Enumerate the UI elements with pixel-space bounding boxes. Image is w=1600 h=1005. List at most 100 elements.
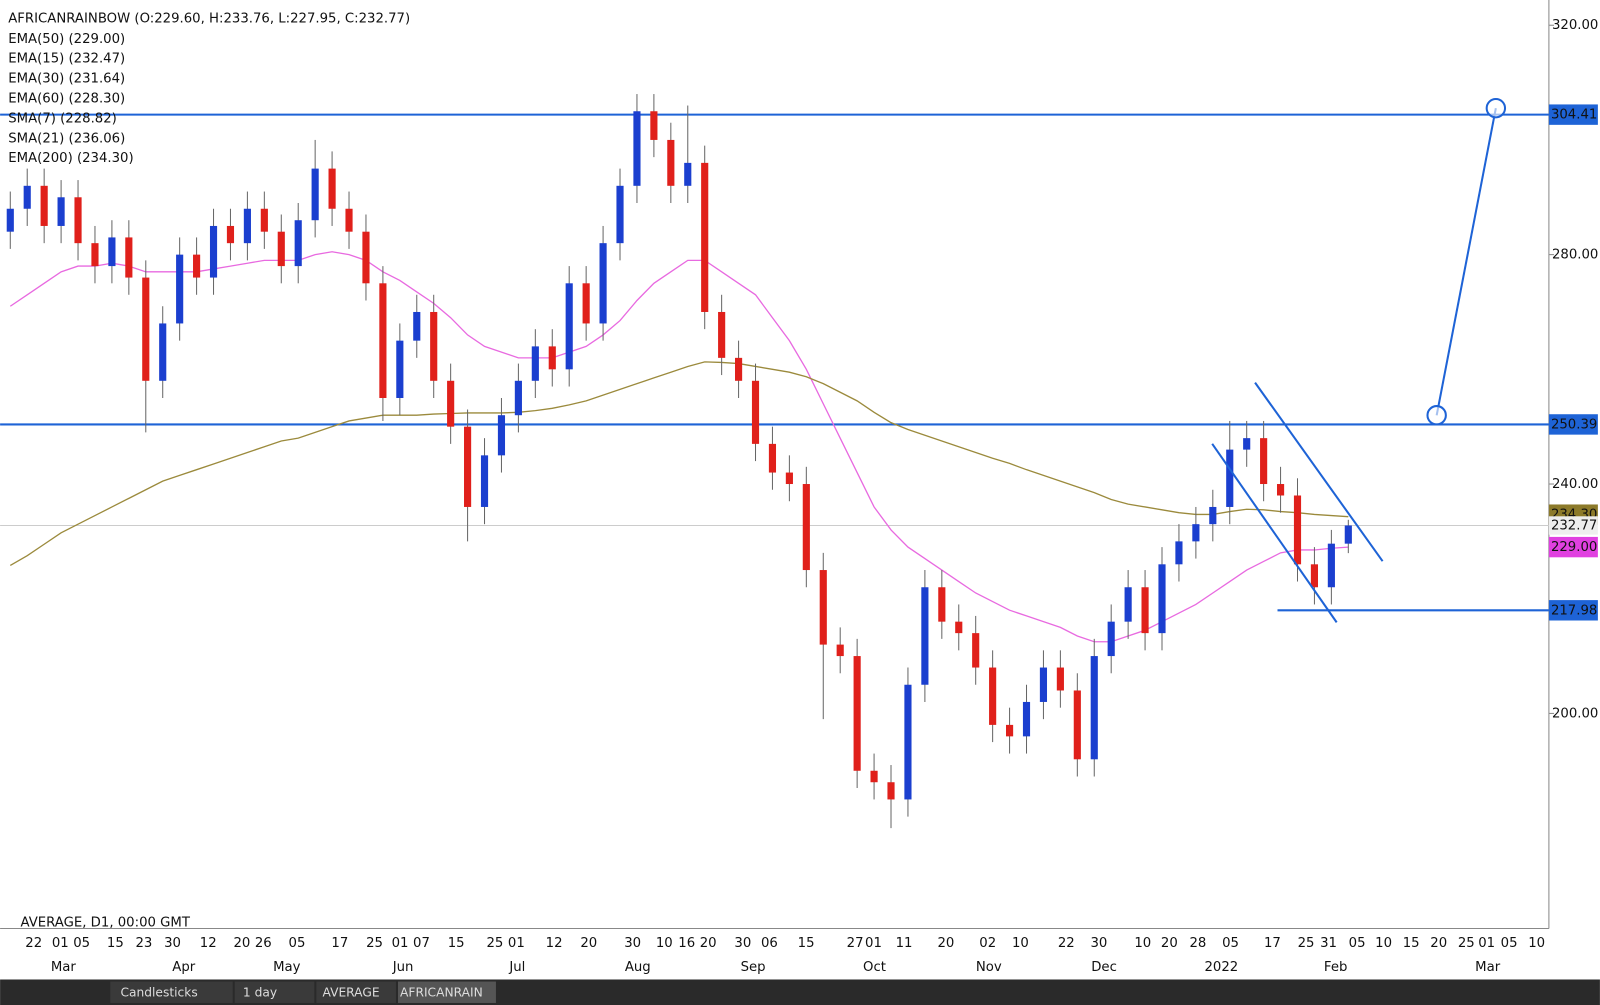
candle-body bbox=[1310, 564, 1319, 588]
candle-body bbox=[735, 357, 743, 381]
x-month-label: Dec bbox=[1091, 960, 1117, 975]
candle-body bbox=[1226, 449, 1234, 507]
level-tag bbox=[1548, 414, 1598, 435]
x-month-label: Mar bbox=[51, 960, 77, 975]
x-tick-label: 31 bbox=[1320, 936, 1337, 951]
level-label: 217.98 bbox=[1551, 603, 1597, 618]
x-tick-label: 30 bbox=[734, 936, 751, 951]
interval-select[interactable] bbox=[234, 981, 315, 1003]
toolbar-item[interactable]: 1 day bbox=[243, 985, 277, 999]
x-month-label: Jun bbox=[392, 960, 414, 975]
candle-body bbox=[751, 380, 760, 444]
x-tick-label: 25 bbox=[366, 936, 383, 951]
channel-lower bbox=[1211, 443, 1338, 623]
candle-body bbox=[430, 311, 438, 381]
toolbar-item[interactable]: AFRICANRAIN bbox=[400, 985, 483, 999]
candle-body bbox=[565, 283, 573, 370]
candle-body bbox=[684, 162, 692, 186]
axis: 200.00 240.00 280.00 320.00 304.41 250.39 217.… bbox=[25, 18, 1598, 975]
candle-body bbox=[396, 340, 404, 399]
candle-body bbox=[1175, 541, 1183, 565]
x-tick-label: 11 bbox=[896, 936, 913, 951]
indicator-label: EMA(15) (232.47) bbox=[8, 52, 125, 67]
x-month-label: Aug bbox=[625, 960, 651, 975]
toolbar: Candlesticks 1 day AVERAGE AFRICANRAIN bbox=[0, 979, 1600, 1005]
x-tick-label: 15 bbox=[1403, 936, 1420, 951]
x-tick-label: 01 bbox=[52, 936, 69, 951]
x-tick-label: 20 bbox=[233, 936, 250, 951]
level-label: 250.39 bbox=[1551, 417, 1597, 432]
indicator-label: EMA(60) (228.30) bbox=[8, 91, 125, 106]
indicator-label: EMA(50) (229.00) bbox=[8, 32, 125, 47]
candle-body bbox=[74, 197, 82, 244]
candle-body bbox=[1141, 587, 1149, 634]
candle-body bbox=[836, 644, 844, 657]
x-tick-label: 25 bbox=[486, 936, 503, 951]
x-tick-label: 20 bbox=[580, 936, 597, 951]
x-tick-label: 06 bbox=[761, 936, 778, 951]
x-tick-label: 20 bbox=[700, 936, 717, 951]
x-tick-label: 10 bbox=[1134, 936, 1151, 951]
x-tick-label: 12 bbox=[546, 936, 563, 951]
x-tick-label: 05 bbox=[73, 936, 90, 951]
x-tick-label: 05 bbox=[1501, 936, 1518, 951]
arrow-start bbox=[1426, 405, 1447, 426]
x-tick-label: 16 bbox=[678, 936, 695, 951]
level-tag bbox=[1548, 600, 1598, 621]
toolbar-item[interactable]: Candlesticks bbox=[120, 985, 197, 999]
candle-body bbox=[1276, 484, 1285, 496]
candle-body bbox=[176, 254, 184, 324]
x-tick-label: 17 bbox=[1264, 936, 1281, 951]
candle-body bbox=[599, 243, 607, 324]
x-month-label: Mar bbox=[1475, 960, 1501, 975]
indicator-label: SMA(21) (236.06) bbox=[8, 131, 125, 146]
ma-line bbox=[9, 251, 1349, 643]
candle-body bbox=[1107, 621, 1115, 657]
level-tag bbox=[1548, 104, 1598, 125]
candle-body bbox=[480, 455, 489, 507]
candle-body bbox=[667, 139, 675, 186]
target-arrow bbox=[1435, 107, 1497, 416]
x-month-label: Oct bbox=[863, 960, 886, 975]
x-month-label: Feb bbox=[1324, 960, 1347, 975]
candle-body bbox=[972, 633, 980, 668]
candle-body bbox=[1209, 506, 1217, 525]
candle-body bbox=[904, 684, 912, 800]
legend: EMA(50) (229.00) EMA(15) (232.47) EMA(30) … bbox=[8, 32, 133, 166]
ma-line bbox=[9, 361, 1349, 567]
candle-body bbox=[277, 231, 285, 267]
candle-body bbox=[1192, 524, 1200, 542]
candle-body bbox=[413, 311, 421, 341]
candle-body bbox=[650, 111, 658, 140]
candle-body bbox=[209, 225, 218, 278]
candle-body bbox=[40, 185, 48, 226]
candle-body bbox=[633, 111, 641, 186]
candle-body bbox=[328, 168, 336, 209]
candle-body bbox=[870, 770, 878, 783]
x-tick-label: 26 bbox=[255, 936, 272, 951]
x-tick-label: 30 bbox=[624, 936, 641, 951]
candle-body bbox=[955, 621, 963, 634]
level-label: 304.41 bbox=[1551, 108, 1597, 123]
symbol-select[interactable] bbox=[398, 981, 496, 1003]
candle-body bbox=[1344, 525, 1352, 544]
source-select[interactable] bbox=[316, 981, 396, 1003]
candle-body bbox=[379, 283, 387, 399]
x-tick-label: 15 bbox=[107, 936, 124, 951]
candle-body bbox=[23, 185, 31, 209]
candle-body bbox=[260, 208, 268, 232]
x-tick-label: 30 bbox=[164, 936, 181, 951]
x-tick-label: 01 bbox=[1478, 936, 1495, 951]
candle-body bbox=[193, 254, 201, 278]
candle-body bbox=[616, 185, 624, 244]
toolbar-item[interactable]: AVERAGE bbox=[322, 985, 379, 999]
candle-body bbox=[1327, 543, 1335, 588]
indicator-label: EMA(30) (231.64) bbox=[8, 72, 125, 87]
candle-body bbox=[701, 162, 709, 312]
x-month-label: Jul bbox=[508, 960, 525, 975]
type-select[interactable] bbox=[110, 981, 233, 1003]
candle-body bbox=[1243, 438, 1251, 450]
last-price-label: 232.77 bbox=[1551, 518, 1597, 533]
x-tick-label: 02 bbox=[979, 936, 996, 951]
x-tick-label: 22 bbox=[1058, 936, 1075, 951]
